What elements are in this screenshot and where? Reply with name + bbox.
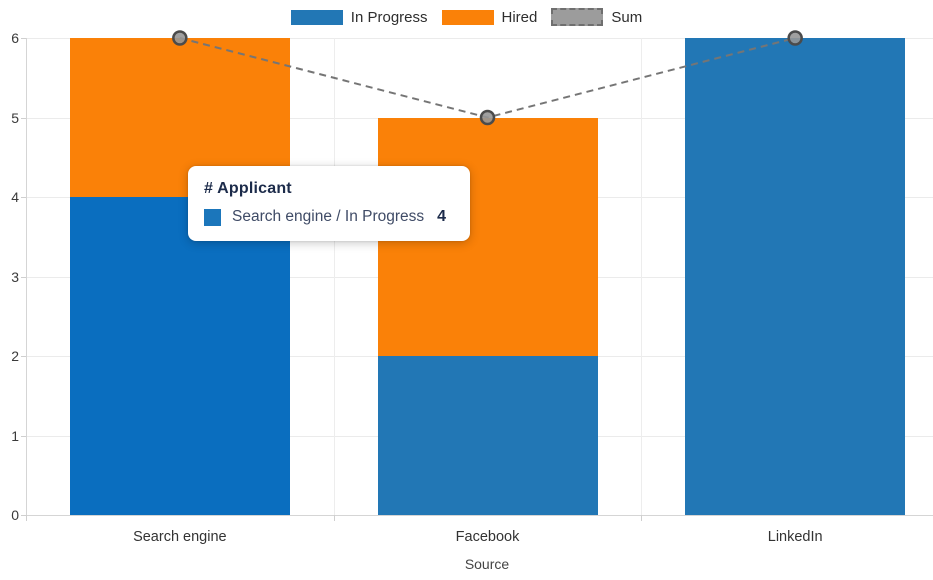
x-axis-title: Source	[464, 556, 510, 572]
y-tick-label: 2	[11, 348, 19, 364]
x-category-label-facebook: Facebook	[455, 529, 520, 545]
x-axis-line	[26, 515, 933, 516]
y-tick-label: 1	[11, 427, 19, 444]
sum-marker-facebook[interactable]	[479, 109, 496, 126]
sum-marker-search-engine[interactable]	[172, 30, 188, 46]
y-tick	[21, 276, 26, 278]
legend-swatch-hired	[441, 9, 494, 25]
legend-label-sum: Sum	[611, 8, 643, 26]
bar-facebook-in-progress[interactable]	[377, 356, 598, 515]
legend-label-hired: Hired	[501, 8, 538, 26]
y-tick-label: 6	[11, 30, 19, 46]
legend-swatch-in-progress	[290, 9, 343, 25]
legend-label-in-progress: In Progress	[350, 8, 428, 26]
tooltip: # Applicant Search engine / In Progress …	[188, 166, 470, 241]
x-gridline	[641, 38, 643, 515]
bar-search-engine-in-progress[interactable]	[69, 197, 290, 515]
y-tick-label: 3	[11, 268, 19, 285]
y-tick	[21, 435, 26, 437]
sum-marker-linkedin[interactable]	[787, 30, 803, 46]
x-tick	[333, 515, 335, 521]
tooltip-series-swatch	[204, 208, 221, 226]
legend-item-sum[interactable]: Sum	[551, 8, 642, 26]
legend-item-in-progress[interactable]: In Progress	[290, 8, 428, 26]
x-tick	[26, 515, 27, 521]
tooltip-value: 4	[437, 208, 447, 225]
y-tick	[21, 117, 26, 119]
legend-item-hired[interactable]: Hired	[441, 8, 538, 26]
y-tick	[21, 197, 26, 198]
y-tick	[21, 38, 26, 39]
tooltip-series-label: Search engine / In Progress	[232, 208, 425, 225]
x-category-label-search-engine: Search engine	[133, 529, 227, 545]
bar-linkedin-in-progress[interactable]	[685, 38, 906, 515]
x-category-label-linkedin: LinkedIn	[767, 529, 823, 545]
chart-legend: In Progress Hired Sum	[0, 8, 933, 26]
y-axis-line	[26, 38, 27, 515]
y-tick-label: 5	[11, 109, 19, 126]
y-tick	[21, 356, 26, 357]
y-tick-label: 0	[11, 507, 19, 523]
x-gridline	[333, 38, 335, 515]
legend-swatch-sum	[551, 8, 604, 26]
tooltip-title: # Applicant	[204, 180, 292, 197]
x-tick	[641, 515, 643, 521]
y-tick	[21, 515, 26, 516]
tooltip-row: Search engine / In Progress 4	[204, 208, 454, 226]
y-tick-label: 4	[11, 189, 19, 205]
